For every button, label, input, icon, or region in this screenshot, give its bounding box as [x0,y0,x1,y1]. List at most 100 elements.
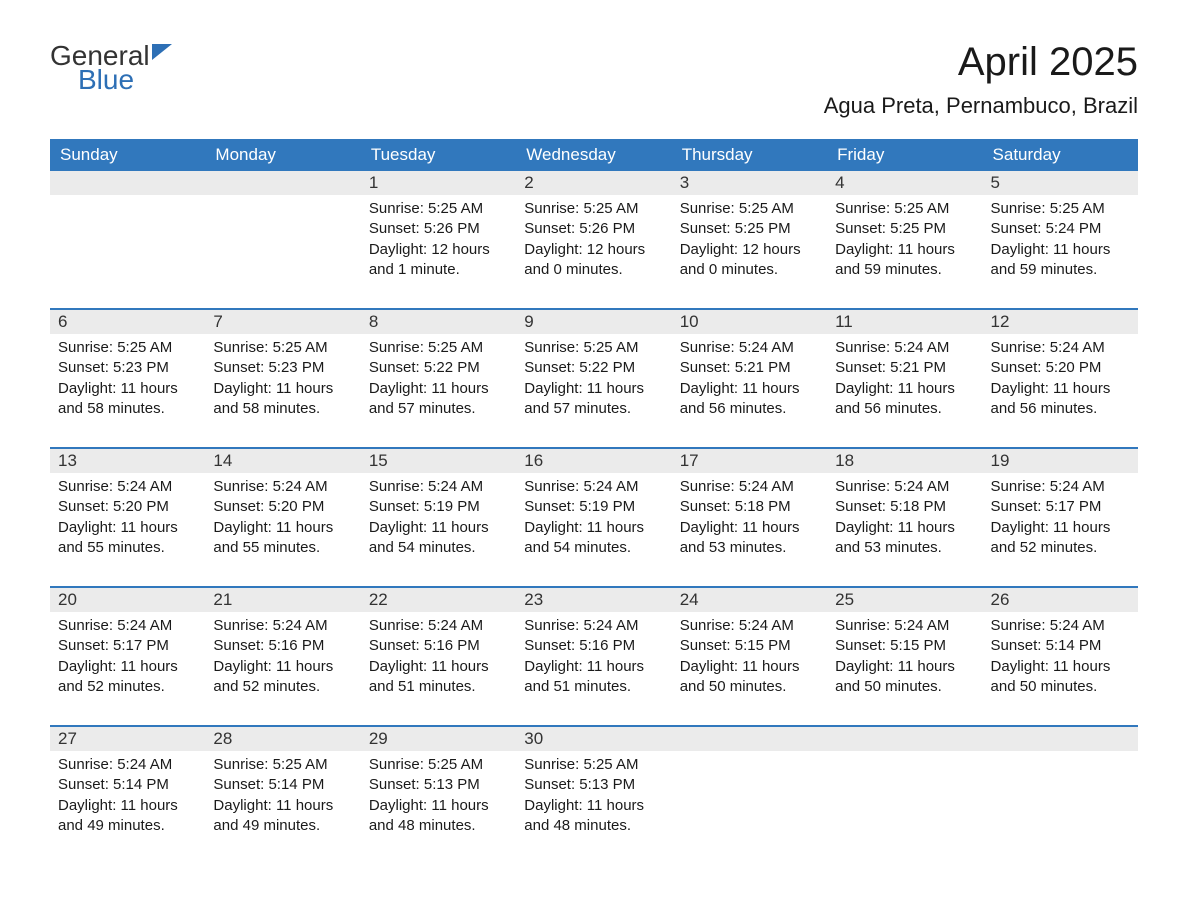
sunrise-text: Sunrise: 5:24 AM [835,338,974,358]
week-day-numbers: 6789101112 [50,309,1138,334]
sunset-text: Sunset: 5:14 PM [991,636,1130,656]
week-day-contents: Sunrise: 5:24 AMSunset: 5:14 PMDaylight:… [50,751,1138,864]
daylight-text: Daylight: 11 hours and 49 minutes. [213,796,352,837]
day-content-cell: Sunrise: 5:24 AMSunset: 5:17 PMDaylight:… [50,612,205,726]
day-content-cell: Sunrise: 5:25 AMSunset: 5:23 PMDaylight:… [205,334,360,448]
sunrise-text: Sunrise: 5:24 AM [680,338,819,358]
day-number-cell: 14 [205,448,360,473]
header-wednesday: Wednesday [516,139,671,171]
day-number-cell: 9 [516,309,671,334]
day-content-cell: Sunrise: 5:25 AMSunset: 5:13 PMDaylight:… [516,751,671,864]
sunrise-text: Sunrise: 5:25 AM [524,199,663,219]
title-block: April 2025 Agua Preta, Pernambuco, Brazi… [824,40,1138,134]
day-number-cell: 1 [361,171,516,195]
day-content-cell: Sunrise: 5:24 AMSunset: 5:14 PMDaylight:… [983,612,1138,726]
daylight-text: Daylight: 11 hours and 55 minutes. [213,518,352,559]
days-of-week-header: Sunday Monday Tuesday Wednesday Thursday… [50,139,1138,171]
day-content-cell: Sunrise: 5:25 AMSunset: 5:23 PMDaylight:… [50,334,205,448]
sunrise-text: Sunrise: 5:24 AM [524,616,663,636]
sunrise-text: Sunrise: 5:25 AM [680,199,819,219]
daylight-text: Daylight: 11 hours and 50 minutes. [680,657,819,698]
sunrise-text: Sunrise: 5:24 AM [835,477,974,497]
sunset-text: Sunset: 5:14 PM [213,775,352,795]
day-number-cell [50,171,205,195]
day-content-cell: Sunrise: 5:24 AMSunset: 5:20 PMDaylight:… [983,334,1138,448]
sunset-text: Sunset: 5:22 PM [524,358,663,378]
day-number-cell: 20 [50,587,205,612]
sunrise-text: Sunrise: 5:25 AM [369,755,508,775]
daylight-text: Daylight: 11 hours and 52 minutes. [58,657,197,698]
sunset-text: Sunset: 5:21 PM [680,358,819,378]
daylight-text: Daylight: 11 hours and 52 minutes. [991,518,1130,559]
sunrise-text: Sunrise: 5:24 AM [991,338,1130,358]
day-content-cell: Sunrise: 5:24 AMSunset: 5:20 PMDaylight:… [205,473,360,587]
day-content-cell: Sunrise: 5:25 AMSunset: 5:26 PMDaylight:… [516,195,671,309]
day-content-cell: Sunrise: 5:25 AMSunset: 5:14 PMDaylight:… [205,751,360,864]
sunrise-text: Sunrise: 5:24 AM [213,616,352,636]
daylight-text: Daylight: 11 hours and 59 minutes. [991,240,1130,281]
day-content-cell [983,751,1138,864]
day-number-cell: 2 [516,171,671,195]
daylight-text: Daylight: 11 hours and 57 minutes. [369,379,508,420]
daylight-text: Daylight: 12 hours and 0 minutes. [680,240,819,281]
day-number-cell: 10 [672,309,827,334]
day-number-cell: 22 [361,587,516,612]
sunset-text: Sunset: 5:26 PM [524,219,663,239]
day-number-cell: 13 [50,448,205,473]
daylight-text: Daylight: 11 hours and 55 minutes. [58,518,197,559]
day-number-cell: 29 [361,726,516,751]
sunrise-text: Sunrise: 5:25 AM [524,755,663,775]
daylight-text: Daylight: 11 hours and 50 minutes. [835,657,974,698]
day-number-cell: 8 [361,309,516,334]
week-day-contents: Sunrise: 5:25 AMSunset: 5:23 PMDaylight:… [50,334,1138,448]
day-number-cell: 23 [516,587,671,612]
sunset-text: Sunset: 5:24 PM [991,219,1130,239]
day-number-cell: 16 [516,448,671,473]
page-title: April 2025 [824,40,1138,85]
sunset-text: Sunset: 5:16 PM [369,636,508,656]
day-number-cell: 27 [50,726,205,751]
week-day-numbers: 13141516171819 [50,448,1138,473]
sunset-text: Sunset: 5:25 PM [835,219,974,239]
sunset-text: Sunset: 5:16 PM [213,636,352,656]
daylight-text: Daylight: 11 hours and 48 minutes. [369,796,508,837]
day-content-cell: Sunrise: 5:25 AMSunset: 5:26 PMDaylight:… [361,195,516,309]
day-number-cell: 26 [983,587,1138,612]
sunrise-text: Sunrise: 5:25 AM [58,338,197,358]
day-content-cell: Sunrise: 5:24 AMSunset: 5:21 PMDaylight:… [827,334,982,448]
day-content-cell: Sunrise: 5:24 AMSunset: 5:19 PMDaylight:… [361,473,516,587]
day-content-cell: Sunrise: 5:25 AMSunset: 5:25 PMDaylight:… [672,195,827,309]
sunset-text: Sunset: 5:13 PM [524,775,663,795]
sunrise-text: Sunrise: 5:25 AM [835,199,974,219]
sunset-text: Sunset: 5:13 PM [369,775,508,795]
day-content-cell: Sunrise: 5:24 AMSunset: 5:16 PMDaylight:… [361,612,516,726]
daylight-text: Daylight: 11 hours and 58 minutes. [213,379,352,420]
week-day-numbers: 27282930 [50,726,1138,751]
day-content-cell: Sunrise: 5:24 AMSunset: 5:15 PMDaylight:… [827,612,982,726]
day-content-cell: Sunrise: 5:24 AMSunset: 5:16 PMDaylight:… [516,612,671,726]
day-number-cell: 5 [983,171,1138,195]
logo-blue-text: Blue [78,64,172,96]
day-content-cell: Sunrise: 5:25 AMSunset: 5:13 PMDaylight:… [361,751,516,864]
day-content-cell: Sunrise: 5:24 AMSunset: 5:19 PMDaylight:… [516,473,671,587]
day-content-cell: Sunrise: 5:24 AMSunset: 5:15 PMDaylight:… [672,612,827,726]
sunrise-text: Sunrise: 5:24 AM [680,616,819,636]
daylight-text: Daylight: 11 hours and 48 minutes. [524,796,663,837]
sunset-text: Sunset: 5:19 PM [369,497,508,517]
sunrise-text: Sunrise: 5:24 AM [991,616,1130,636]
sunrise-text: Sunrise: 5:24 AM [213,477,352,497]
sunset-text: Sunset: 5:20 PM [991,358,1130,378]
day-content-cell: Sunrise: 5:25 AMSunset: 5:25 PMDaylight:… [827,195,982,309]
header: General Blue April 2025 Agua Preta, Pern… [50,40,1138,134]
daylight-text: Daylight: 11 hours and 54 minutes. [369,518,508,559]
daylight-text: Daylight: 11 hours and 53 minutes. [680,518,819,559]
day-number-cell: 25 [827,587,982,612]
sunset-text: Sunset: 5:21 PM [835,358,974,378]
sunset-text: Sunset: 5:15 PM [835,636,974,656]
day-number-cell: 30 [516,726,671,751]
sunset-text: Sunset: 5:17 PM [991,497,1130,517]
day-content-cell: Sunrise: 5:24 AMSunset: 5:16 PMDaylight:… [205,612,360,726]
day-number-cell: 11 [827,309,982,334]
day-content-cell: Sunrise: 5:24 AMSunset: 5:18 PMDaylight:… [827,473,982,587]
header-tuesday: Tuesday [361,139,516,171]
